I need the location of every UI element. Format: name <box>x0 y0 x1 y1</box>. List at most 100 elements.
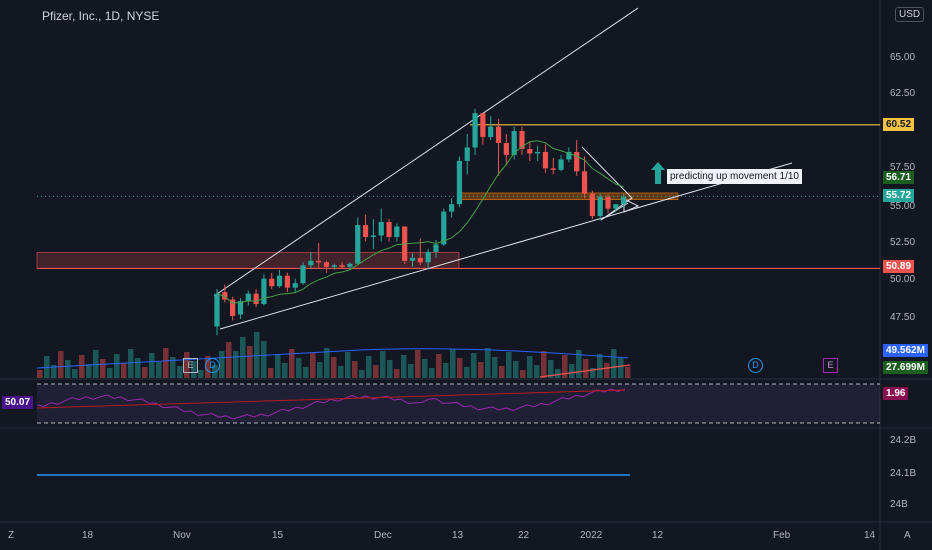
volume-bar <box>289 349 295 378</box>
volume-bar <box>310 353 316 378</box>
candle <box>433 244 439 252</box>
candle <box>378 222 384 236</box>
volume-ma-label: 49.562M <box>883 344 928 357</box>
volume-bar <box>548 360 554 378</box>
up-arrow-icon <box>651 162 665 184</box>
volume-trend-line <box>539 364 631 378</box>
volume-bar <box>597 354 603 378</box>
candle <box>323 262 330 267</box>
volume-bar <box>464 367 470 378</box>
support-price-label: 50.89 <box>883 260 915 273</box>
prediction-note[interactable]: predicting up movement 1/10 <box>667 169 802 184</box>
volume-bar <box>233 351 239 378</box>
volume-bar <box>149 353 155 378</box>
support-zone <box>36 252 460 269</box>
candle <box>347 263 353 267</box>
volume-bar <box>394 369 400 378</box>
candle <box>511 131 517 155</box>
upper-trendline <box>213 7 639 297</box>
lower-pane-tick-label: 24.2B <box>890 435 917 446</box>
rsi-left-label: 50.07 <box>2 396 34 409</box>
currency-button[interactable]: USD <box>895 7 925 22</box>
price-tick-label: 55.00 <box>890 201 916 212</box>
candle <box>527 148 533 154</box>
candle <box>456 160 463 205</box>
candle <box>222 292 228 300</box>
volume-bar <box>492 357 498 378</box>
volume-bar <box>611 349 617 378</box>
candle <box>597 196 603 217</box>
lower-pane-tick-label: 24.1B <box>890 468 917 479</box>
candle <box>542 151 549 169</box>
volume-bar <box>240 337 246 378</box>
candle <box>300 265 306 284</box>
volume-bar <box>58 351 64 378</box>
time-tick-label: 13 <box>452 530 464 541</box>
dividend-icon[interactable]: D <box>205 358 220 373</box>
candle <box>621 196 627 205</box>
volume-bar <box>51 365 57 378</box>
volume-bar <box>79 355 85 378</box>
earnings-icon[interactable]: E <box>183 358 198 373</box>
candle <box>550 168 556 170</box>
candle <box>386 222 392 237</box>
volume-bar <box>562 355 568 378</box>
candle <box>613 204 619 209</box>
price-tick-label: 52.50 <box>890 237 916 248</box>
price-tick-label: 62.50 <box>890 88 916 99</box>
volume-bar <box>65 360 71 378</box>
volume-bar <box>471 353 477 378</box>
auto-scale-icon[interactable]: A <box>904 530 911 541</box>
candle <box>425 251 431 263</box>
volume-bar <box>485 348 491 378</box>
volume-bar <box>569 364 575 378</box>
time-tick-label: Feb <box>773 530 791 541</box>
time-tick-label: 12 <box>652 530 664 541</box>
price-tick-label: 50.00 <box>890 274 916 285</box>
volume-label: 27.699M <box>883 361 928 374</box>
volume-bar <box>478 362 484 378</box>
price-tick-label: 47.50 <box>890 312 916 323</box>
volume-bar <box>142 367 148 378</box>
candle <box>581 171 588 194</box>
candle <box>519 131 525 149</box>
volume-bar <box>296 358 302 378</box>
volume-bar <box>338 366 344 378</box>
volume-bar <box>618 358 624 378</box>
candle <box>464 147 470 161</box>
candle <box>409 257 416 261</box>
volume-bar <box>275 354 281 378</box>
volume-bar <box>625 367 631 378</box>
time-tick-label: 14 <box>864 530 876 541</box>
volume-bar <box>114 354 120 378</box>
zoom-icon[interactable]: Z <box>8 530 15 541</box>
candle <box>370 235 376 237</box>
dividend-icon-upcoming[interactable]: D <box>748 358 763 373</box>
volume-bar <box>37 370 43 378</box>
volume-bar <box>184 352 190 378</box>
lower-pane-tick-label: 24B <box>890 499 908 510</box>
candle <box>276 275 283 287</box>
volume-bar <box>128 349 134 378</box>
volume-bar <box>583 359 589 378</box>
price-tick-label: 65.00 <box>890 52 916 63</box>
candle <box>245 293 251 302</box>
rsi-right-label: 1.96 <box>883 387 909 400</box>
volume-bar <box>191 361 197 378</box>
candle <box>284 275 290 288</box>
volume-bar <box>268 368 274 378</box>
volume-bar <box>443 363 449 378</box>
volume-bar <box>590 368 596 378</box>
earnings-icon-upcoming[interactable]: E <box>823 358 838 373</box>
volume-bar <box>107 368 113 378</box>
candle <box>308 260 314 266</box>
volume-bar <box>100 359 106 378</box>
candle <box>417 257 423 263</box>
volume-bar <box>457 358 463 378</box>
volume-bar <box>86 364 92 378</box>
candle <box>605 196 611 209</box>
volume-bar <box>450 349 456 378</box>
candle <box>261 278 267 305</box>
volume-bar <box>499 366 505 378</box>
